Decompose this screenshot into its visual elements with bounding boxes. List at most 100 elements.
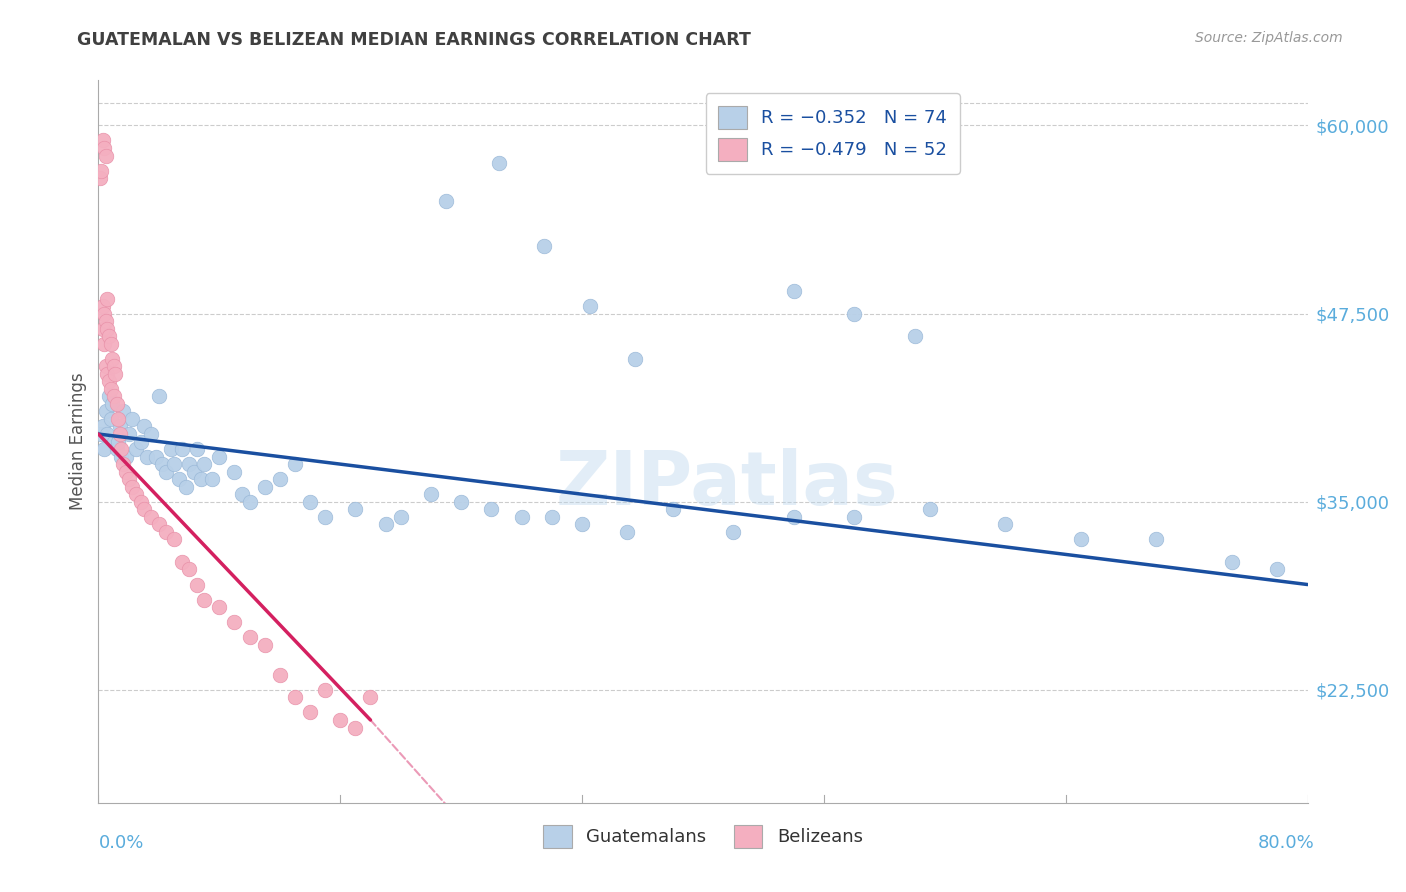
Point (723, 524, 745, 539)
Point (91, 299, 114, 313)
Point (91, 419, 114, 434)
Point (94, 359, 117, 374)
Point (183, 465, 205, 479)
Point (89, 171, 111, 186)
Point (661, 502, 683, 516)
Point (904, 329, 927, 343)
Point (918, 502, 941, 516)
Point (132, 502, 155, 516)
Point (616, 524, 638, 539)
Point (107, 434, 129, 449)
Point (150, 457, 173, 471)
Point (224, 465, 246, 479)
Point (125, 442, 148, 456)
Point (141, 509, 163, 524)
Point (163, 457, 186, 471)
Point (186, 442, 208, 456)
Point (121, 412, 143, 426)
Point (186, 577, 208, 591)
Point (145, 450, 167, 464)
Point (314, 682, 336, 697)
Text: GUATEMALAN VS BELIZEAN MEDIAN EARNINGS CORRELATION CHART: GUATEMALAN VS BELIZEAN MEDIAN EARNINGS C… (77, 31, 751, 49)
Point (111, 457, 134, 471)
Point (179, 562, 201, 576)
Point (98, 329, 121, 343)
Point (98, 389, 121, 403)
Point (100, 412, 122, 426)
Y-axis label: Median Earnings: Median Earnings (69, 373, 87, 510)
Point (783, 284, 806, 298)
Point (103, 434, 125, 449)
Point (201, 472, 224, 486)
Point (193, 592, 215, 607)
Point (104, 367, 127, 381)
Point (420, 487, 443, 501)
Text: 80.0%: 80.0% (1258, 834, 1315, 852)
Point (101, 351, 124, 366)
Point (90, 427, 112, 442)
Point (239, 630, 262, 644)
Point (93, 442, 115, 456)
Point (389, 509, 412, 524)
Point (1220, 555, 1243, 569)
Point (434, 194, 457, 208)
Point (110, 442, 132, 456)
Point (94, 314, 117, 328)
Point (111, 404, 134, 418)
Point (132, 419, 155, 434)
Point (98, 375, 121, 389)
Point (105, 442, 128, 456)
Point (129, 434, 152, 449)
Point (91, 133, 114, 147)
Point (994, 517, 1017, 532)
Point (1267, 562, 1289, 576)
Point (174, 480, 197, 494)
Point (114, 450, 136, 464)
Point (148, 517, 170, 532)
Point (94, 404, 117, 418)
Point (110, 450, 132, 464)
Point (299, 494, 322, 508)
Text: Source: ZipAtlas.com: Source: ZipAtlas.com (1195, 31, 1343, 45)
Point (100, 336, 122, 351)
Point (578, 299, 600, 313)
Point (284, 690, 307, 705)
Point (163, 533, 186, 547)
Point (783, 509, 806, 524)
Point (253, 638, 276, 652)
Point (96, 292, 118, 306)
Point (135, 450, 157, 464)
Point (93, 307, 115, 321)
Point (103, 389, 125, 403)
Point (91, 321, 114, 335)
Point (1144, 533, 1167, 547)
Text: 0.0%: 0.0% (98, 834, 143, 852)
Point (481, 502, 503, 516)
Point (93, 141, 115, 155)
Point (103, 359, 125, 374)
Point (160, 442, 183, 456)
Point (94, 148, 117, 162)
Point (624, 351, 647, 366)
Point (374, 517, 396, 532)
Point (114, 465, 136, 479)
Point (208, 450, 231, 464)
Point (299, 706, 322, 720)
Point (96, 427, 118, 442)
Point (533, 239, 555, 253)
Legend: Guatemalans, Belizeans: Guatemalans, Belizeans (536, 818, 870, 855)
Point (148, 389, 170, 403)
Point (155, 524, 177, 539)
Point (167, 472, 190, 486)
Point (284, 457, 307, 471)
Point (105, 397, 128, 411)
Point (107, 412, 129, 426)
Point (170, 442, 193, 456)
Point (269, 472, 291, 486)
Point (93, 336, 115, 351)
Point (129, 494, 152, 508)
Point (90, 163, 112, 178)
Point (450, 494, 472, 508)
Point (314, 509, 336, 524)
Point (100, 382, 122, 396)
